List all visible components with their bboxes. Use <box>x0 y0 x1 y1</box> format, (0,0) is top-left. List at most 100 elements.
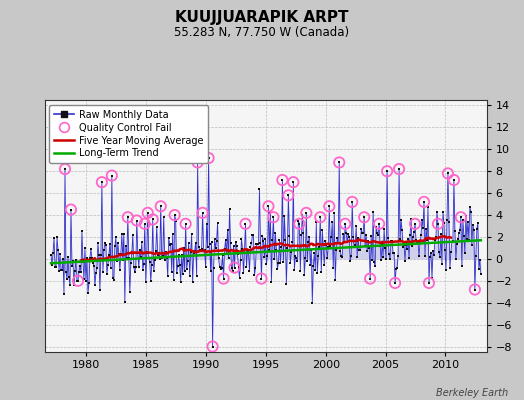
Point <box>239 270 248 277</box>
Point <box>450 177 458 183</box>
Point <box>79 258 87 265</box>
Point <box>170 212 179 218</box>
Point <box>466 204 474 210</box>
Point <box>188 231 196 238</box>
Point <box>82 278 90 285</box>
Point <box>233 251 242 258</box>
Point <box>209 343 217 350</box>
Point <box>280 212 289 219</box>
Point <box>180 268 189 274</box>
Point <box>181 221 190 227</box>
Point <box>375 221 384 227</box>
Point <box>68 263 76 269</box>
Point <box>248 232 257 238</box>
Point <box>401 258 409 264</box>
Point <box>221 246 229 253</box>
Point <box>151 248 160 254</box>
Point <box>420 199 428 205</box>
Point <box>285 233 293 240</box>
Point <box>471 286 479 293</box>
Point <box>179 245 188 252</box>
Point <box>51 264 59 270</box>
Point <box>220 275 228 282</box>
Point <box>282 281 291 287</box>
Point <box>447 238 456 245</box>
Point <box>204 155 213 161</box>
Point <box>340 238 348 245</box>
Point <box>425 280 433 286</box>
Point <box>380 226 388 232</box>
Point <box>321 238 330 244</box>
Point <box>351 242 359 248</box>
Point <box>56 251 64 257</box>
Point <box>54 247 62 254</box>
Point <box>191 240 200 246</box>
Point <box>86 246 95 252</box>
Point <box>276 260 285 266</box>
Point <box>154 252 162 258</box>
Point <box>417 232 425 238</box>
Point <box>261 236 270 242</box>
Point <box>97 252 105 258</box>
Point <box>75 268 83 275</box>
Point <box>476 256 484 263</box>
Point <box>55 267 63 274</box>
Point <box>93 265 101 272</box>
Point <box>343 239 352 246</box>
Point <box>193 159 202 166</box>
Point <box>246 244 255 250</box>
Point <box>315 244 323 250</box>
Point <box>211 244 220 251</box>
Point <box>266 210 275 217</box>
Point <box>318 226 326 233</box>
Point <box>222 250 231 257</box>
Point <box>190 248 199 254</box>
Point <box>421 253 429 259</box>
Point <box>467 209 475 215</box>
Point <box>295 221 303 227</box>
Point <box>424 204 432 210</box>
Point <box>83 255 91 261</box>
Point <box>302 210 311 216</box>
Point <box>381 244 389 251</box>
Point <box>203 244 212 250</box>
Point <box>53 234 61 240</box>
Point <box>66 282 74 289</box>
Point <box>414 239 422 245</box>
Point <box>461 250 469 256</box>
Point <box>470 227 478 233</box>
Point <box>295 221 303 227</box>
Point <box>458 217 467 224</box>
Point <box>275 237 283 243</box>
Point <box>67 206 75 213</box>
Point <box>107 172 116 179</box>
Point <box>204 155 213 161</box>
Point <box>210 265 218 271</box>
Point <box>292 255 301 261</box>
Point <box>105 252 113 258</box>
Point <box>244 248 253 255</box>
Point <box>80 276 88 282</box>
Point <box>212 238 221 244</box>
Point <box>464 218 472 225</box>
Point <box>146 259 154 265</box>
Point <box>451 228 459 234</box>
Point <box>354 235 363 241</box>
Point <box>148 216 157 223</box>
Point <box>159 214 168 220</box>
Point <box>345 234 353 240</box>
Point <box>383 168 391 174</box>
Point <box>85 280 93 286</box>
Point <box>444 170 452 177</box>
Point <box>316 214 324 220</box>
Point <box>200 247 209 254</box>
Point <box>117 231 126 237</box>
Point <box>155 250 163 256</box>
Point <box>160 257 169 264</box>
Point <box>214 255 223 262</box>
Point <box>418 216 426 223</box>
Point <box>455 230 463 236</box>
Point <box>216 266 225 272</box>
Point <box>431 237 439 244</box>
Point <box>144 210 152 216</box>
